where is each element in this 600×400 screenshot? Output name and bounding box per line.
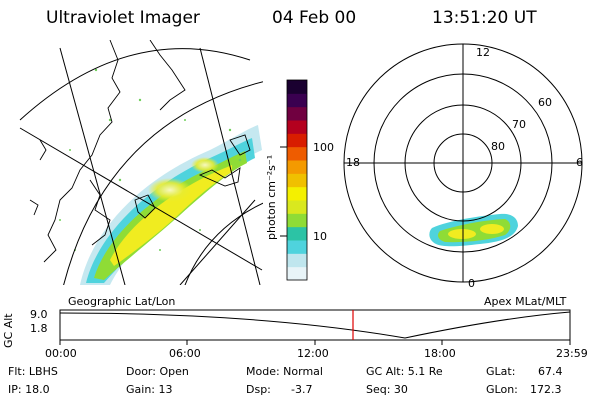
info-glon-value: 172.3 [530,383,562,396]
orbit-plot-ticks [59,340,571,345]
orbit-y-top: 9.0 [30,308,48,321]
orbit-x-tick: 18:00 [424,347,456,360]
orbit-x-tick: 23:59 [556,347,588,360]
colorbar-segment [287,160,307,174]
coastline [29,40,251,263]
colorbar-unit-label: photon cm⁻²s⁻¹ [265,154,278,240]
colorbar-segment [287,253,307,268]
colorbar-label-10: 10 [313,230,327,243]
info-filter: Flt: LBHS [8,365,58,378]
colorbar-segment [287,146,307,161]
mlat-label-80: 80 [491,140,505,153]
aurora-band-bright [110,165,232,266]
colorbar-segment [287,186,307,201]
time-label: 13:51:20 UT [432,8,537,28]
info-glon-label: GLon: [486,383,518,396]
info-glat-label: GLat: [486,365,516,378]
colorbar-segment [287,200,307,214]
right-panel-caption: Apex MLat/MLT [484,295,567,308]
colorbar-segment [287,120,307,134]
info-door: Door: Open [126,365,189,378]
info-dsp-label: Dsp: [246,383,271,396]
mlt-label-6: 6 [576,156,583,169]
info-ip: IP: 18.0 [8,383,50,396]
colorbar-label-100: 100 [313,141,334,154]
info-gc-alt: GC Alt: 5.1 Re [366,365,443,378]
orbit-y-bottom: 1.8 [30,322,48,335]
colorbar-segment [287,240,307,254]
colorbar-segment [287,93,307,108]
colorbar-segment [287,133,307,148]
date-label: 04 Feb 00 [272,8,357,28]
mlt-label-18: 18 [346,156,360,169]
mlat-label-70: 70 [512,118,526,131]
mlat-label-60: 60 [538,96,552,109]
orbit-x-tick: 12:00 [297,347,329,360]
info-seq: Seq: 30 [366,383,408,396]
colorbar-segment [287,80,307,94]
colorbar-segment [287,266,307,281]
info-mode: Mode: Normal [246,365,323,378]
colorbar-segment [287,226,307,241]
geographic-grid [19,47,263,285]
orbit-y-axis-label: GC Alt [2,313,15,348]
geographic-map-panel [19,40,263,285]
colorbar [287,80,307,281]
mlt-label-12: 12 [476,46,490,59]
orbit-x-tick: 00:00 [45,347,77,360]
aurora-bright-spot [148,178,192,202]
orbit-altitude-curve [59,311,571,339]
polar-grid [343,43,583,283]
info-gain: Gain: 13 [126,383,173,396]
mlt-label-0: 0 [468,277,475,290]
app-title: Ultraviolet Imager [46,8,200,28]
colorbar-segment [287,213,307,228]
aurora-bright-spot [191,157,219,173]
polar-aurora [429,213,518,247]
colorbar-segment [287,173,307,188]
colorbar-frame [286,79,308,281]
info-glat-value: 67.4 [538,365,563,378]
left-panel-caption: Geographic Lat/Lon [68,295,176,308]
orbit-x-tick: 06:00 [169,347,201,360]
colorbar-segment [287,106,307,121]
info-dsp-value: -3.7 [291,383,313,396]
